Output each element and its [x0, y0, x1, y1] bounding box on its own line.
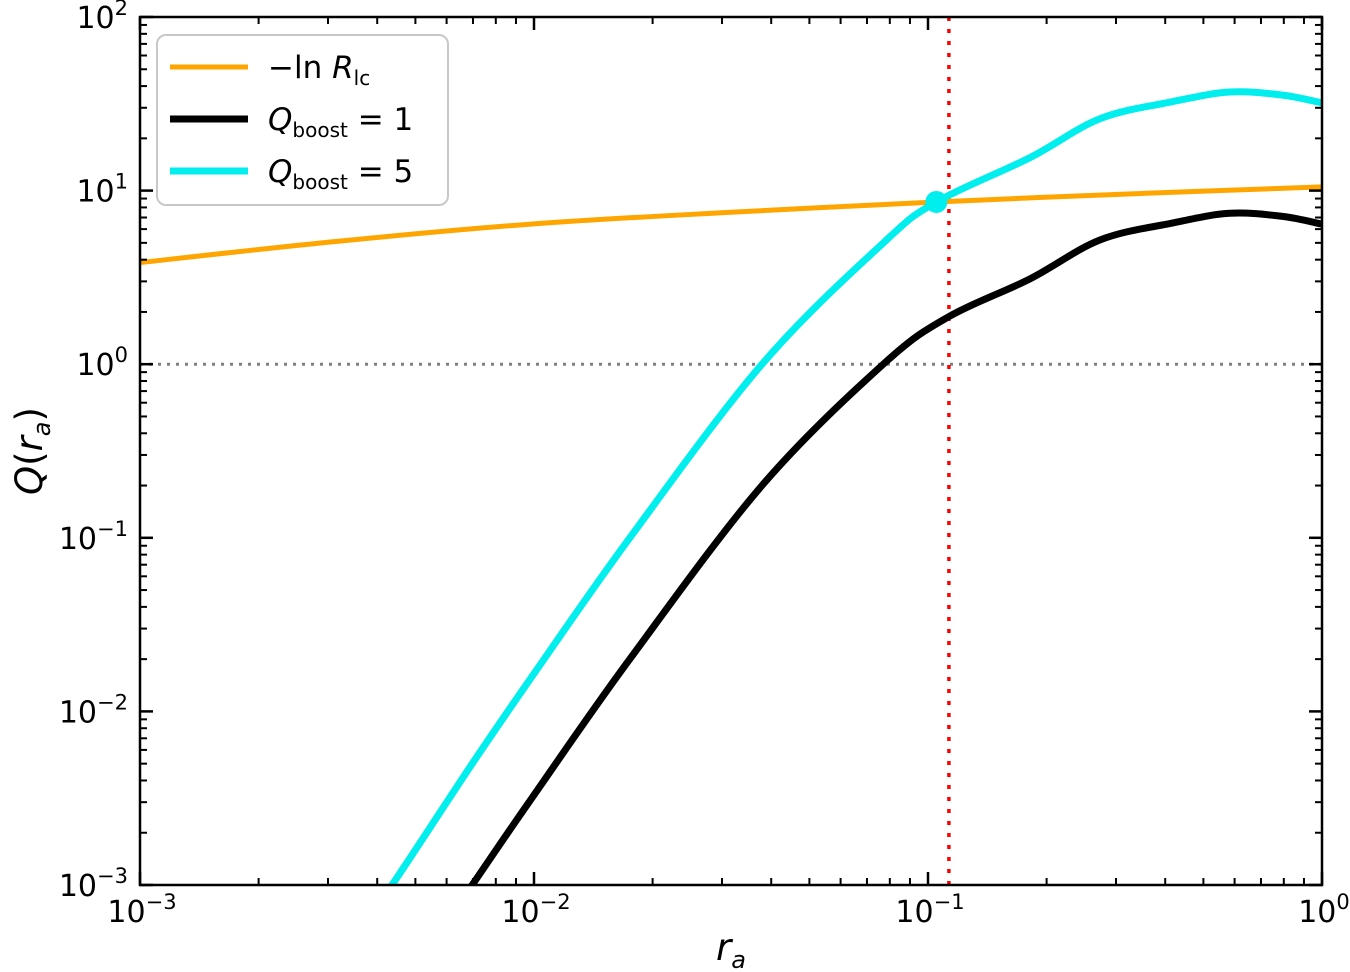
- legend-label-minus-ln-Rlc: −ln Rlc: [268, 50, 370, 90]
- y-tick-label: 10−2: [59, 690, 128, 730]
- legend-label-Qboost-1: Qboost = 1: [268, 102, 413, 142]
- x-axis-label: ra: [716, 926, 746, 972]
- ticks-group: [138, 15, 1324, 887]
- curve-minus-ln-Rlc: [140, 184, 1322, 266]
- curves-group: [140, 88, 1322, 885]
- y-tick-label: 102: [76, 0, 128, 36]
- x-tick-label: 10−2: [501, 890, 570, 930]
- x-tick-label: 10−1: [895, 890, 964, 930]
- y-tick-label: 100: [76, 343, 128, 383]
- legend-entry-Qboost-5: Qboost = 5: [170, 154, 413, 194]
- x-tick-label: 10−3: [107, 890, 176, 930]
- y-tick-label: 101: [76, 170, 128, 210]
- curve-Qboost-5: [387, 88, 1322, 885]
- y-axis-label: Q(ra): [8, 407, 56, 495]
- legend-box: [156, 34, 449, 206]
- x-tick-label: 100: [1298, 890, 1350, 930]
- curve-Qboost-1: [467, 209, 1322, 885]
- legend-entry-minus-ln-Rlc: −ln Rlc: [170, 50, 370, 90]
- legend: −ln Rlc Qboost = 1 Qboost = 5: [156, 34, 449, 206]
- y-tick-label: 10−3: [59, 864, 128, 904]
- legend-entry-Qboost-1: Qboost = 1: [170, 102, 413, 142]
- intersection-marker: [925, 190, 948, 213]
- plot-border: [138, 15, 1324, 887]
- legend-label-Qboost-5: Qboost = 5: [268, 154, 413, 194]
- y-tick-label: 10−1: [59, 517, 128, 557]
